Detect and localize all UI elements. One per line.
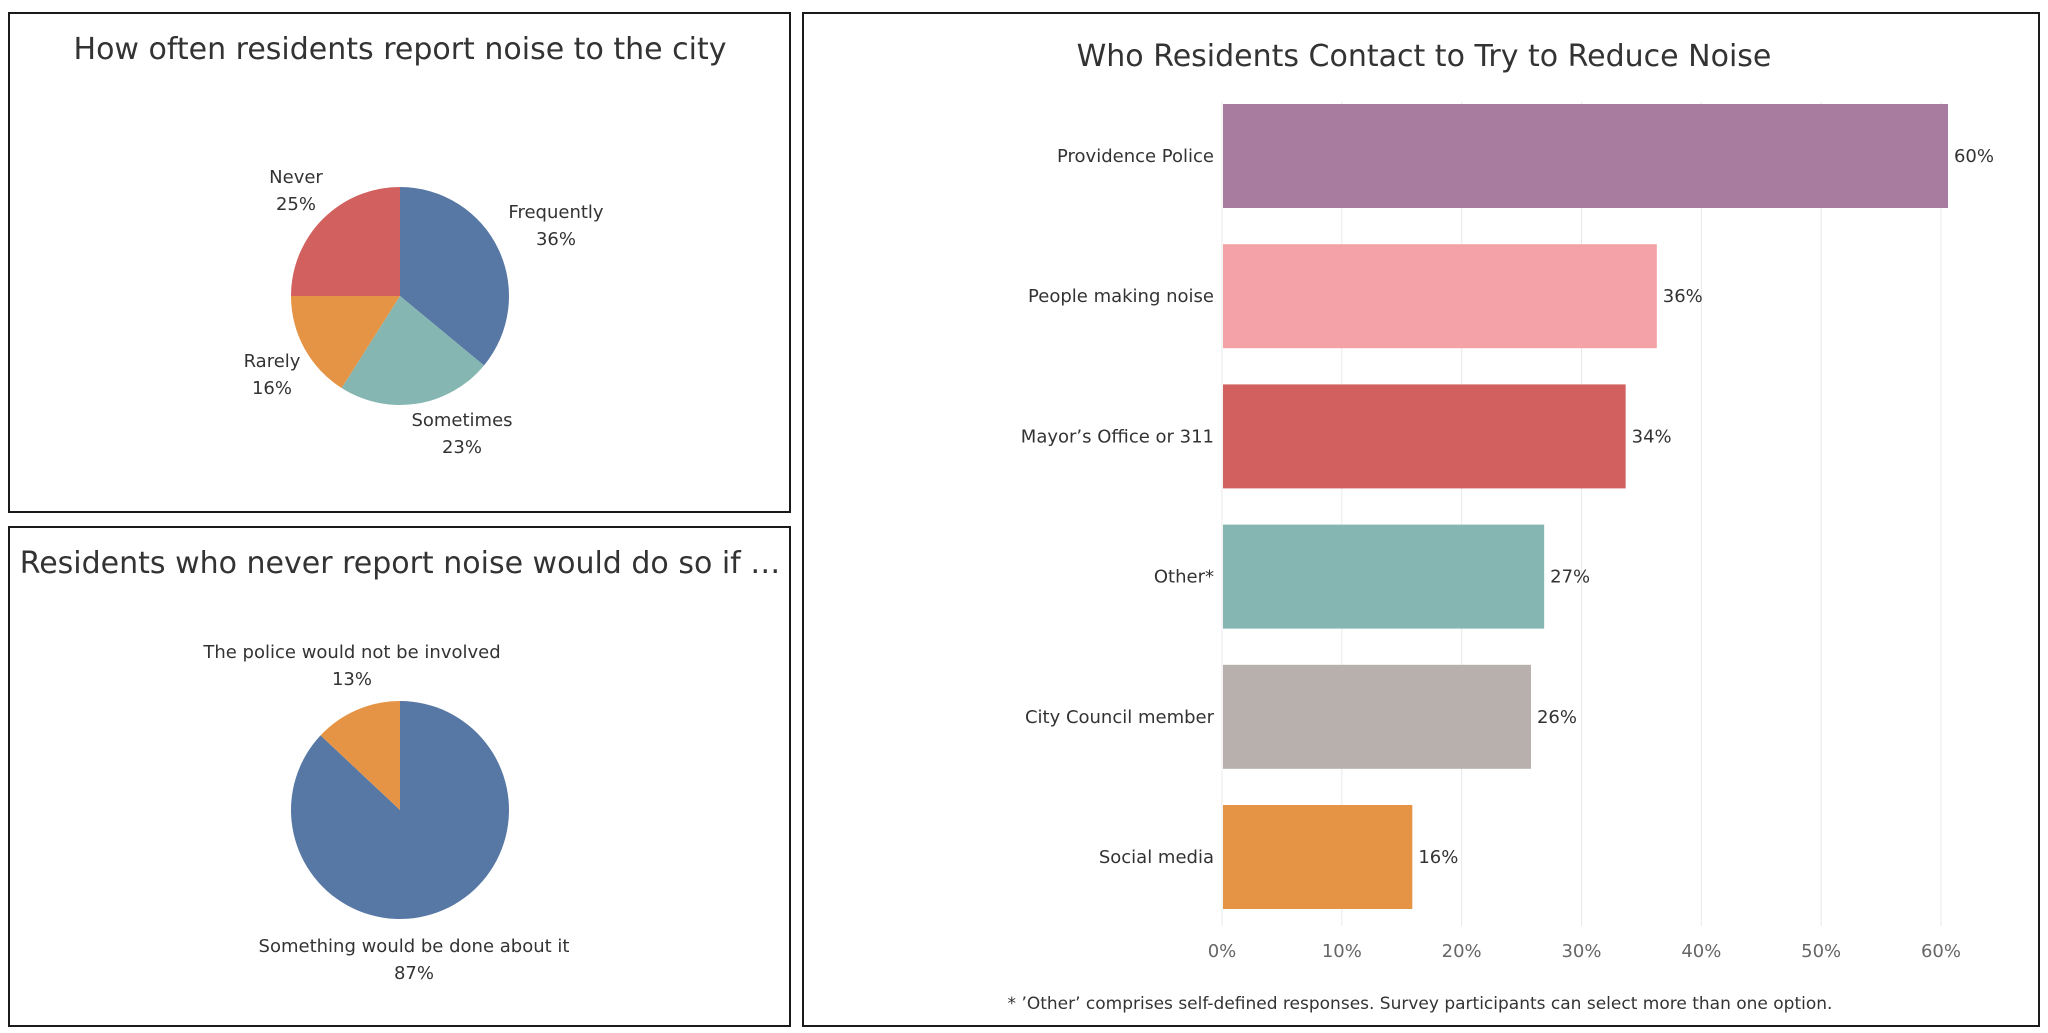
chart-title: How often residents report noise to the … — [74, 32, 727, 67]
value-something-done: 87% — [394, 963, 434, 984]
x-tick-label: 10% — [1322, 941, 1362, 962]
category-label: People making noise — [1028, 286, 1214, 307]
x-tick-label: 30% — [1561, 941, 1601, 962]
pie-slices — [290, 701, 509, 919]
category-label: Other* — [1154, 567, 1214, 588]
x-axis-ticks: 0% 10% 20% 30% 40% 50% 60% — [1208, 941, 1961, 962]
panel-report-frequency: How often residents report noise to the … — [8, 12, 791, 513]
label-something-done: Something would be done about it — [259, 936, 570, 957]
pie-slice-never — [291, 187, 400, 296]
bar-value-label: 27% — [1550, 567, 1590, 588]
bar-value-label: 60% — [1954, 146, 1994, 167]
panel-never-report: Residents who never report noise would d… — [8, 526, 791, 1027]
footnote: * ’Other’ comprises self-defined respons… — [1008, 994, 1833, 1014]
bar-providence-police — [1223, 104, 1948, 208]
category-label: City Council member — [1025, 707, 1215, 728]
never-report-pie-chart: Residents who never report noise would d… — [20, 546, 781, 984]
value-never: 25% — [276, 194, 316, 215]
data-labels: 60% 36% 34% 27% 26% 16% — [1418, 146, 1994, 868]
pie-labels: Something would be done about it 87% The… — [202, 642, 569, 984]
value-sometimes: 23% — [442, 437, 482, 458]
bar-social-media — [1223, 805, 1413, 909]
value-no-police: 13% — [332, 669, 372, 690]
vertical-gridlines — [1221, 102, 1942, 926]
pie-slice-frequently — [400, 187, 510, 366]
label-sometimes: Sometimes — [411, 410, 512, 431]
x-tick-label: 40% — [1681, 941, 1721, 962]
chart-title: Who Residents Contact to Try to Reduce N… — [1077, 39, 1772, 74]
category-label: Social media — [1099, 847, 1214, 868]
frequency-pie-chart: How often residents report noise to the … — [74, 32, 727, 458]
bar-people-making-noise — [1223, 244, 1657, 349]
x-tick-label: 20% — [1442, 941, 1482, 962]
pie-labels: Frequently 36% Sometimes 23% Rarely 16% … — [244, 167, 604, 458]
category-label: Mayor’s Office or 311 — [1021, 426, 1214, 447]
label-rarely: Rarely — [244, 351, 301, 372]
pie-slices — [291, 187, 510, 406]
bar-value-label: 36% — [1663, 286, 1703, 307]
bar-city-council-member — [1223, 664, 1531, 769]
x-tick-label: 60% — [1921, 941, 1961, 962]
bar-other — [1223, 524, 1545, 629]
panel-contact-bar-chart: Who Residents Contact to Try to Reduce N… — [802, 12, 2040, 1027]
contact-bar-chart: Who Residents Contact to Try to Reduce N… — [1008, 39, 1994, 1014]
category-label: Providence Police — [1057, 146, 1214, 167]
bar-value-label: 34% — [1632, 426, 1672, 447]
pie-slice-something-would-be-done-about-it — [290, 701, 509, 919]
value-rarely: 16% — [252, 378, 292, 399]
bars — [1223, 104, 1948, 909]
category-labels: Providence Police People making noise Mayo… — [1021, 146, 1215, 868]
chart-title: Residents who never report noise would d… — [20, 546, 781, 581]
pie-slice-sometimes — [341, 296, 484, 406]
bar-mayor-s-office-or-311 — [1223, 384, 1626, 489]
x-tick-label: 0% — [1208, 941, 1237, 962]
x-tick-label: 50% — [1801, 941, 1841, 962]
value-frequently: 36% — [536, 229, 576, 250]
label-never: Never — [269, 167, 323, 188]
label-frequently: Frequently — [508, 202, 603, 223]
pie-slice-rarely — [291, 296, 400, 389]
bar-value-label: 26% — [1537, 707, 1577, 728]
pie-slice-the-police-would-not-be-involved — [320, 701, 400, 810]
label-no-police: The police would not be involved — [202, 642, 500, 663]
bar-value-label: 16% — [1418, 847, 1458, 868]
